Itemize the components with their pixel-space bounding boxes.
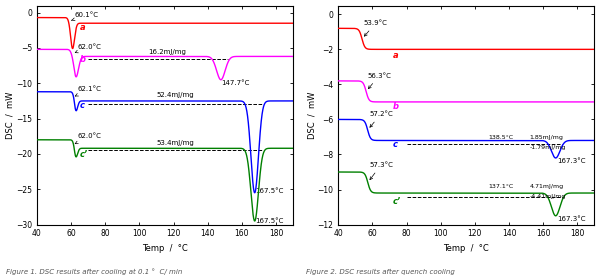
- Text: 62.0°C: 62.0°C: [75, 44, 102, 53]
- Text: 167.3°C: 167.3°C: [557, 216, 586, 222]
- Text: -1.79mJ/mg: -1.79mJ/mg: [530, 145, 566, 150]
- Text: 62.1°C: 62.1°C: [75, 86, 102, 96]
- Text: 16.2mJ/mg: 16.2mJ/mg: [148, 49, 186, 55]
- Y-axis label: DSC  /  mW: DSC / mW: [5, 91, 14, 139]
- Text: 60.1°C: 60.1°C: [71, 13, 98, 21]
- Text: 167.5°C: 167.5°C: [256, 188, 284, 194]
- Text: 57.2°C: 57.2°C: [369, 111, 393, 127]
- Text: 137.1°C: 137.1°C: [488, 184, 514, 189]
- Text: 56.3°C: 56.3°C: [367, 73, 391, 89]
- Text: 53.4mJ/mg: 53.4mJ/mg: [157, 140, 194, 146]
- Text: 147.7°C: 147.7°C: [221, 80, 250, 86]
- Text: Figure 2. DSC results after quench cooling: Figure 2. DSC results after quench cooli…: [306, 269, 455, 275]
- Text: c: c: [393, 140, 398, 150]
- Text: a: a: [80, 23, 85, 32]
- Text: b: b: [393, 102, 399, 111]
- Text: 57.3°C: 57.3°C: [369, 162, 393, 180]
- Text: a: a: [393, 51, 398, 60]
- Text: 167.5°C: 167.5°C: [256, 218, 284, 224]
- Text: b: b: [80, 55, 86, 64]
- Text: 62.0°C: 62.0°C: [75, 133, 102, 144]
- Text: c’: c’: [393, 197, 401, 205]
- Y-axis label: DSC  /  mW: DSC / mW: [307, 91, 316, 139]
- Text: 167.3°C: 167.3°C: [557, 158, 586, 164]
- Text: c’: c’: [80, 150, 88, 160]
- Text: c: c: [80, 101, 85, 110]
- Text: 53.9°C: 53.9°C: [364, 20, 388, 36]
- Text: 1.85mJ/mg: 1.85mJ/mg: [530, 135, 563, 140]
- Text: -4.41mJ/mg: -4.41mJ/mg: [530, 194, 566, 199]
- Text: Figure 1. DSC results after cooling at 0.1 °  C/ min: Figure 1. DSC results after cooling at 0…: [6, 269, 182, 275]
- Text: 52.4mJ/mg: 52.4mJ/mg: [157, 92, 194, 98]
- X-axis label: Temp  /  °C: Temp / °C: [443, 244, 489, 253]
- Text: 138.5°C: 138.5°C: [488, 135, 514, 140]
- X-axis label: Temp  /  °C: Temp / °C: [142, 244, 188, 253]
- Text: 4.71mJ/mg: 4.71mJ/mg: [530, 184, 563, 189]
